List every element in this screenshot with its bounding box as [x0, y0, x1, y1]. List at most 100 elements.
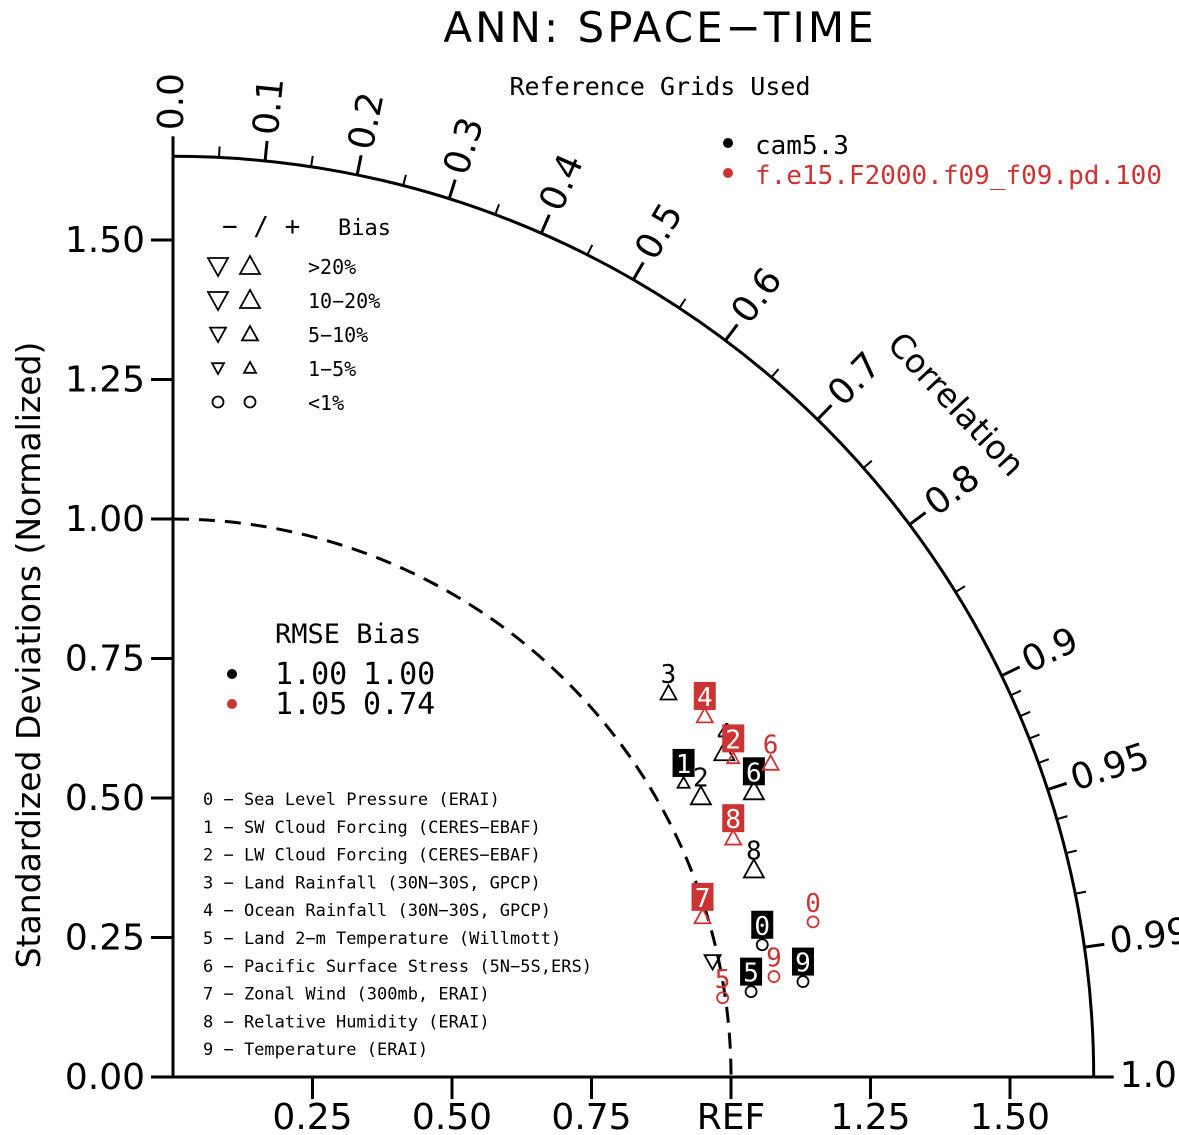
point-label: 8: [725, 805, 741, 835]
point-marker: [723, 828, 743, 846]
bias-legend-row: >20%: [308, 255, 356, 279]
corr-minor-tick: [1038, 758, 1050, 764]
data-point-fe15-5: 5: [715, 965, 731, 1005]
y-tick-label: 0.00: [65, 1057, 145, 1098]
variable-legend-item: 8 − Relative Humidity (ERAI): [203, 1012, 490, 1032]
corr-tick-label: 0.99: [1107, 910, 1179, 962]
point-marker: [806, 915, 820, 929]
corr-tick-label: 0.2: [341, 89, 393, 153]
variable-legend-item: 7 − Zonal Wind (300mb, ERAI): [203, 985, 490, 1005]
bias-up-marker: [240, 324, 260, 342]
point-marker: [767, 970, 781, 983]
corr-tick-label: 0.7: [820, 345, 889, 415]
corr-minor-tick: [1075, 890, 1087, 895]
corr-tick: [539, 214, 551, 234]
corr-tick-label: 0.0: [151, 73, 192, 130]
corr-minor-tick: [218, 146, 221, 158]
score-rmse: 1.00: [275, 657, 347, 692]
corr-tick-label: 0.5: [627, 197, 691, 267]
y-axis-label: Standardized Deviations (Normalized): [9, 342, 48, 969]
bias-down-marker: [210, 362, 226, 376]
outer-arc: [172, 154, 1096, 1078]
corr-tick-label: 0.4: [532, 148, 592, 217]
data-point-cam5-2: 2: [689, 763, 713, 806]
x-tick-label: 0.50: [412, 1097, 492, 1135]
point-marker: [658, 683, 679, 701]
chart-subtitle: Reference Grids Used: [509, 72, 810, 101]
point-label-box: [672, 748, 695, 777]
bias-down-marker: [206, 257, 230, 278]
point-label-box: [693, 681, 716, 710]
corr-tick-label: 0.9: [1015, 620, 1084, 682]
bias-legend-signs: − / +: [222, 212, 300, 242]
score-legend-dot: [227, 699, 237, 709]
point-label: 6: [763, 730, 779, 760]
corr-tick-label: 0.6: [723, 261, 790, 331]
point-label: 9: [766, 944, 782, 974]
data-point-fe15-2: 2: [722, 724, 745, 765]
point-label: 5: [743, 959, 759, 989]
corr-minor-tick: [955, 585, 966, 593]
corr-minor-tick: [586, 244, 594, 256]
corr-minor-tick: [1065, 849, 1077, 855]
corr-tick: [724, 323, 739, 342]
bias-legend-row: 5−10%: [308, 323, 368, 347]
bias-legend-row: 1−5%: [308, 357, 356, 381]
corr-tick: [1000, 665, 1021, 678]
point-marker: [703, 954, 723, 972]
point-marker: [716, 991, 730, 1005]
data-point-cam5-6: 6: [742, 757, 766, 801]
point-label-box: [691, 882, 714, 911]
variable-legend-item: 5 − Land 2−m Temperature (Willmott): [203, 929, 561, 949]
y-tick-label: 0.50: [65, 778, 145, 819]
variable-legend: 0 − Sea Level Pressure (ERAI) 1 − SW Clou…: [203, 790, 592, 1060]
point-label: 9: [795, 949, 811, 979]
score-bias: 1.00: [363, 657, 435, 692]
y-tick-label: 1.50: [65, 220, 145, 261]
bias-legend-header: Bias: [338, 216, 391, 241]
corr-minor-tick: [1019, 710, 1031, 718]
point-label: 4: [697, 683, 713, 713]
bias-circle-marker: [243, 395, 257, 409]
data-point-fe15-8: 8: [722, 804, 745, 846]
corr-tick-label: 0.1: [246, 76, 293, 137]
point-marker: [693, 907, 713, 925]
bias-up-marker: [242, 360, 258, 374]
data-point-fe15-6: 6: [761, 730, 781, 771]
point-marker: [689, 784, 713, 806]
point-marker: [725, 750, 741, 765]
bias-down-marker: [206, 291, 230, 312]
score-rmse: 1.05: [275, 687, 347, 722]
point-label-box: [791, 947, 814, 976]
x-tick-label: 0.25: [272, 1097, 352, 1135]
point-marker: [695, 706, 715, 724]
point-marker: [744, 985, 758, 999]
point-marker: [761, 753, 781, 771]
corr-tick-label: 0.3: [436, 113, 492, 180]
corr-tick: [816, 404, 833, 421]
point-label: 2: [725, 725, 741, 755]
bias-down-marker: [208, 326, 228, 344]
data-point-fe15-7: 7: [691, 882, 714, 925]
variable-legend-item: 4 − Ocean Rainfall (30N−30S, GPCP): [203, 901, 551, 921]
data-point-cam5-7: [703, 954, 723, 972]
x-tick-label: 1.50: [970, 1097, 1050, 1135]
data-point-cam5-1: 1: [672, 748, 695, 789]
bias-circle-marker: [211, 395, 225, 409]
corr-minor-tick: [402, 174, 407, 186]
point-label: 0: [754, 912, 770, 942]
x-tick-label: REF: [697, 1097, 765, 1135]
data-point-cam5-9: 9: [791, 947, 814, 988]
point-label: 8: [746, 836, 762, 866]
point-label: 1: [676, 750, 692, 780]
point-label: 3: [661, 660, 677, 690]
variable-legend-item: 6 − Pacific Surface Stress (5N−5S,ERS): [203, 957, 592, 977]
corr-minor-tick: [770, 368, 780, 378]
corr-tick: [355, 155, 363, 176]
corr-minor-tick: [862, 459, 873, 469]
variable-legend-item: 2 − LW Cloud Forcing (CERES−EBAF): [203, 846, 541, 866]
data-points: 01234568902456789: [658, 660, 821, 1005]
point-label: 5: [715, 965, 731, 995]
y-tick-label: 0.25: [65, 918, 145, 959]
